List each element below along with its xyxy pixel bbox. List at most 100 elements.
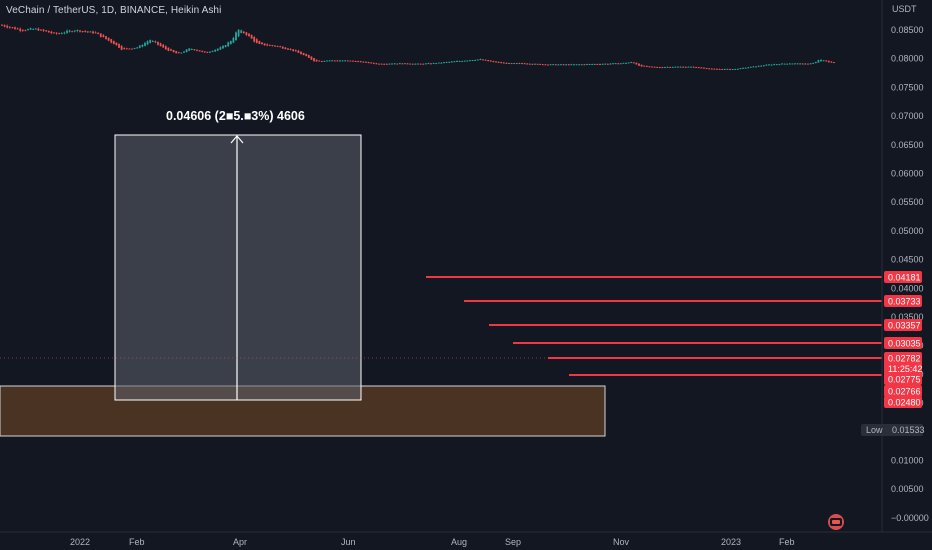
price-tick-label: 0.04000 bbox=[891, 283, 924, 293]
candle-body bbox=[105, 36, 107, 40]
candle-body bbox=[710, 68, 713, 70]
price-tick-label: 0.08000 bbox=[891, 54, 924, 64]
candle-body bbox=[744, 67, 747, 69]
candle-body bbox=[630, 62, 633, 64]
candle-body bbox=[242, 31, 245, 34]
svg-text:Jun: Jun bbox=[341, 537, 356, 547]
candle-body bbox=[643, 65, 646, 67]
candle-body bbox=[619, 63, 622, 65]
price-tick-label: 0.06500 bbox=[891, 140, 924, 150]
candle-body bbox=[40, 29, 42, 31]
candle-body bbox=[136, 47, 139, 49]
candle-body bbox=[404, 63, 406, 65]
candle-body bbox=[487, 59, 490, 62]
candle-body bbox=[398, 63, 401, 65]
candle-body bbox=[794, 63, 796, 65]
candle-body bbox=[172, 50, 175, 53]
candle-body bbox=[609, 63, 612, 65]
candle-body bbox=[123, 47, 126, 49]
candle-body bbox=[393, 63, 396, 65]
candle-body bbox=[690, 66, 692, 68]
axis-unit: USDT bbox=[892, 4, 917, 14]
svg-text:2022: 2022 bbox=[70, 537, 90, 547]
candle-body bbox=[684, 66, 687, 68]
candle-body bbox=[656, 66, 659, 68]
candle-body bbox=[760, 65, 763, 67]
candle-body bbox=[536, 63, 539, 65]
candle-body bbox=[222, 45, 224, 49]
candle-body bbox=[417, 63, 419, 65]
candle-body bbox=[71, 31, 74, 33]
candle-body bbox=[76, 29, 79, 31]
candle-body bbox=[440, 62, 443, 64]
candle-body bbox=[422, 63, 425, 65]
candle-body bbox=[443, 62, 445, 64]
candle-body bbox=[21, 29, 24, 31]
candle-body bbox=[58, 33, 61, 35]
candle-body bbox=[651, 66, 653, 68]
candle-body bbox=[801, 63, 804, 65]
candle-body bbox=[825, 60, 828, 62]
svg-text:0.01533: 0.01533 bbox=[892, 425, 925, 435]
candle-body bbox=[94, 32, 97, 34]
candle-body bbox=[466, 60, 469, 62]
candle-body bbox=[692, 66, 695, 68]
candle-body bbox=[809, 63, 812, 65]
candle-body bbox=[279, 46, 282, 48]
candle-body bbox=[224, 45, 227, 48]
candle-body bbox=[318, 60, 321, 62]
candle-body bbox=[700, 67, 703, 69]
candle-body bbox=[6, 25, 9, 28]
price-tick-label: 0.06000 bbox=[891, 169, 924, 179]
candle-body bbox=[378, 63, 380, 65]
candle-body bbox=[427, 63, 430, 65]
candle-body bbox=[827, 60, 830, 63]
candle-body bbox=[814, 62, 817, 64]
candle-body bbox=[523, 63, 526, 65]
candle-body bbox=[60, 33, 63, 35]
svg-text:Feb: Feb bbox=[779, 537, 795, 547]
candle-body bbox=[344, 60, 347, 62]
candle-body bbox=[305, 54, 308, 57]
candle-body bbox=[716, 68, 718, 70]
candle-body bbox=[817, 60, 820, 63]
logo-icon[interactable] bbox=[828, 514, 844, 530]
candle-body bbox=[237, 29, 240, 37]
level-tag-1: 0.03733 bbox=[884, 295, 922, 307]
candle-body bbox=[419, 63, 422, 65]
candle-body bbox=[154, 41, 157, 43]
candle-body bbox=[614, 63, 617, 65]
candle-body bbox=[357, 61, 360, 63]
candle-body bbox=[157, 41, 159, 45]
price-tick-label: 0.03500 bbox=[891, 312, 924, 322]
candle-body bbox=[697, 67, 700, 69]
candle-body bbox=[274, 45, 276, 47]
candle-body bbox=[29, 28, 32, 30]
candle-body bbox=[788, 63, 791, 65]
candle-body bbox=[482, 59, 484, 61]
candle-body bbox=[635, 62, 638, 65]
svg-text:Low: Low bbox=[866, 425, 883, 435]
candle-body bbox=[723, 68, 726, 70]
candle-body bbox=[281, 46, 284, 49]
candle-body bbox=[396, 63, 399, 65]
candle-body bbox=[206, 51, 209, 53]
time-axis[interactable]: 2022 Feb Apr Jun Aug Sep Nov 2023 Feb bbox=[70, 537, 795, 547]
candle-body bbox=[658, 67, 661, 69]
candle-body bbox=[752, 66, 755, 68]
svg-text:2023: 2023 bbox=[721, 537, 741, 547]
candle-body bbox=[367, 61, 370, 64]
low-tag: Low 0.01533 bbox=[861, 424, 925, 436]
price-tick-label: 0.04500 bbox=[891, 255, 924, 265]
candle-body bbox=[313, 58, 315, 62]
candle-body bbox=[120, 45, 123, 50]
candle-body bbox=[718, 68, 721, 70]
candle-body bbox=[53, 32, 55, 34]
candle-body bbox=[604, 63, 607, 65]
candle-body bbox=[297, 50, 300, 53]
candle-body bbox=[497, 61, 500, 63]
candle-body bbox=[762, 65, 765, 67]
candle-body bbox=[177, 52, 180, 54]
measure-box[interactable] bbox=[114, 134, 362, 401]
